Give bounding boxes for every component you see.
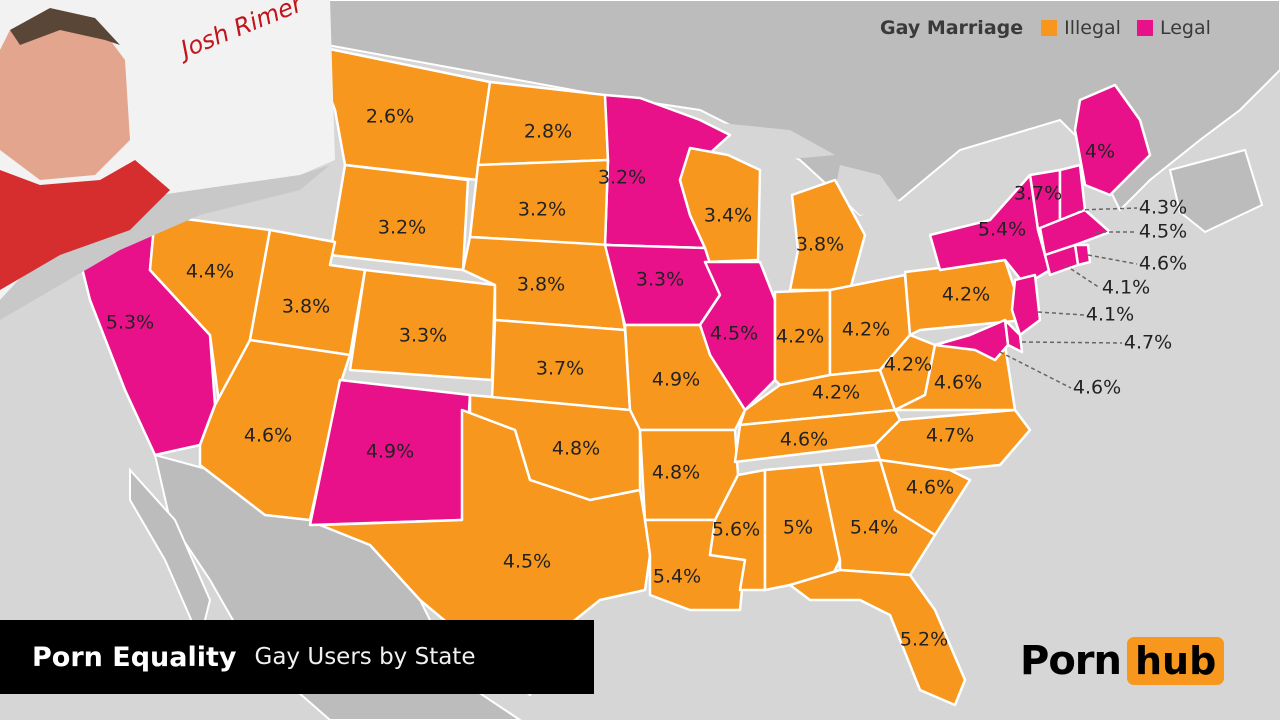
- state-value-maryland: 4.6%: [1073, 377, 1121, 399]
- leader-line-new-hampshire: [1077, 207, 1138, 211]
- logo-text-right: hub: [1127, 637, 1225, 685]
- state-value-north-dakota: 2.8%: [524, 121, 572, 143]
- state-connecticut: [1043, 243, 1080, 277]
- page-curl-overlay: Josh Rimer: [0, 0, 335, 320]
- state-value-indiana: 4.2%: [776, 326, 824, 348]
- state-value-wisconsin: 3.4%: [704, 205, 752, 227]
- legend-swatch-legal: [1136, 20, 1153, 36]
- state-value-new-jersey: 4.1%: [1086, 304, 1134, 326]
- caption-bar: Porn Equality Gay Users by State: [0, 620, 594, 694]
- state-value-tennessee: 4.6%: [780, 429, 828, 451]
- state-value-massachusetts: 4.5%: [1139, 221, 1187, 243]
- state-value-new-hampshire: 4.3%: [1139, 197, 1187, 219]
- state-value-illinois: 4.5%: [710, 323, 758, 345]
- leader-lines: [999, 207, 1138, 389]
- state-value-west-virginia: 4.2%: [884, 354, 932, 376]
- state-shapes: [73, 43, 1152, 707]
- state-value-south-carolina: 4.6%: [906, 477, 954, 499]
- state-value-utah: 3.8%: [282, 296, 330, 318]
- state-value-texas: 4.5%: [503, 551, 551, 573]
- state-value-virginia: 4.6%: [934, 372, 982, 394]
- state-value-pennsylvania: 4.2%: [942, 284, 990, 306]
- state-value-montana: 2.6%: [366, 106, 414, 128]
- legend-title: Gay Marriage: [880, 17, 1024, 39]
- state-value-vermont: 3.7%: [1014, 183, 1062, 205]
- caption-title: Porn Equality: [32, 641, 237, 673]
- leader-line-maryland: [999, 351, 1072, 389]
- state-value-oklahoma: 4.8%: [552, 438, 600, 460]
- state-value-kansas: 3.7%: [536, 358, 584, 380]
- state-value-delaware: 4.7%: [1124, 332, 1172, 354]
- legend-swatch-illegal: [1041, 20, 1058, 36]
- leader-line-new-jersey: [1037, 311, 1085, 316]
- state-value-connecticut: 4.1%: [1102, 277, 1150, 299]
- state-value-maine: 4%: [1085, 141, 1115, 163]
- state-value-georgia: 5.4%: [850, 517, 898, 539]
- state-value-labels: 2.6% 2.8% 3.2% 3.2% 3.2% 3.4% 3.8% 5.3% 4.4% 3.8%…: [106, 106, 1187, 651]
- leader-line-rhode-island: [1087, 254, 1138, 265]
- state-value-california: 5.3%: [106, 312, 154, 334]
- state-new-jersey: [1010, 273, 1042, 337]
- state-value-colorado: 3.3%: [399, 325, 447, 347]
- state-value-michigan: 3.8%: [796, 234, 844, 256]
- state-value-rhode-island: 4.6%: [1139, 253, 1187, 275]
- state-value-wyoming: 3.2%: [378, 217, 426, 239]
- logo-text-left: Porn: [1020, 638, 1122, 684]
- pornhub-logo: Porn hub: [1020, 636, 1225, 686]
- state-maryland: [933, 318, 1010, 362]
- legend-item-illegal: Illegal: [1041, 17, 1121, 39]
- state-value-north-carolina: 4.7%: [926, 425, 974, 447]
- legend-item-legal: Legal: [1136, 17, 1211, 39]
- state-value-nevada: 4.4%: [186, 261, 234, 283]
- state-value-minnesota: 3.2%: [598, 167, 646, 189]
- state-value-alabama: 5%: [783, 517, 813, 539]
- state-maine: [1073, 83, 1152, 197]
- state-mississippi: [708, 468, 767, 592]
- leader-line-delaware: [1021, 341, 1123, 344]
- state-value-ohio: 4.2%: [842, 319, 890, 341]
- state-value-arkansas: 4.8%: [652, 462, 700, 484]
- state-georgia: [818, 458, 937, 577]
- person-photo: [0, 8, 170, 290]
- legend-label-legal: Legal: [1159, 17, 1211, 39]
- state-value-iowa: 3.3%: [636, 269, 684, 291]
- state-arizona: [198, 338, 352, 522]
- state-value-kentucky: 4.2%: [812, 382, 860, 404]
- state-value-missouri: 4.9%: [652, 369, 700, 391]
- legend-label-illegal: Illegal: [1064, 17, 1121, 39]
- state-value-louisiana: 5.4%: [653, 566, 701, 588]
- legend: Gay Marriage Illegal Legal: [880, 14, 1219, 42]
- state-florida: [788, 568, 967, 707]
- state-value-nebraska: 3.8%: [517, 274, 565, 296]
- state-value-south-dakota: 3.2%: [518, 199, 566, 221]
- state-value-mississippi: 5.6%: [712, 519, 760, 541]
- state-value-new-york: 5.4%: [978, 219, 1026, 241]
- state-value-arizona: 4.6%: [244, 425, 292, 447]
- state-value-florida: 5.2%: [900, 629, 948, 651]
- caption-subtitle: Gay Users by State: [254, 644, 476, 670]
- state-value-new-mexico: 4.9%: [366, 441, 414, 463]
- state-massachusetts: [1038, 208, 1112, 257]
